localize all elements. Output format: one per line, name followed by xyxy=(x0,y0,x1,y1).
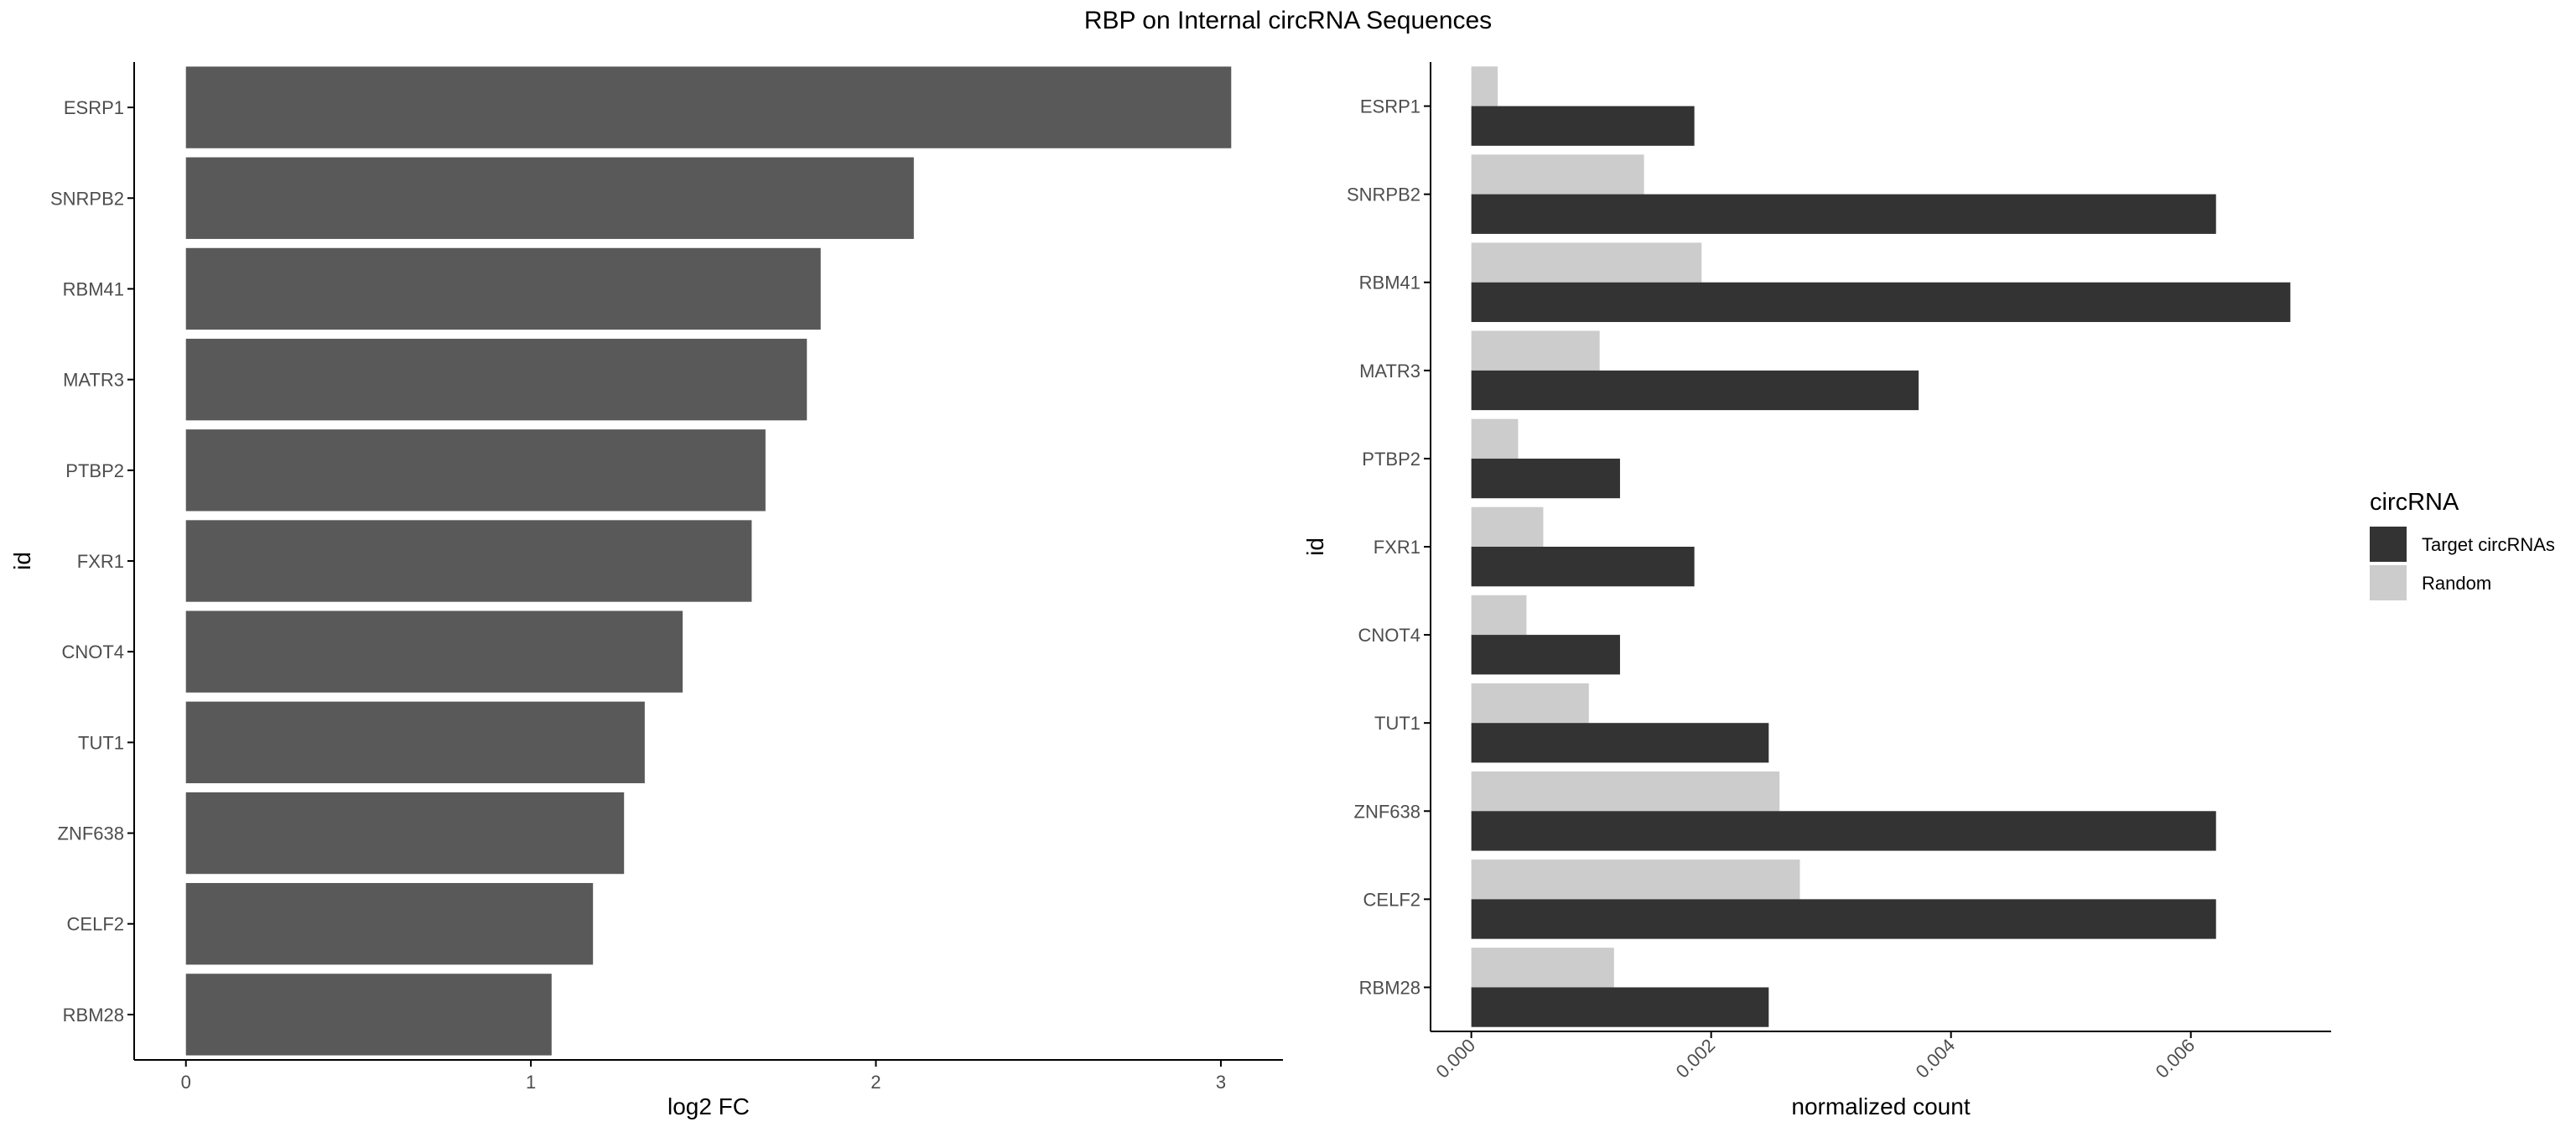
legend-key-target xyxy=(2370,527,2407,562)
bar-target-ptbp2 xyxy=(1471,458,1620,499)
x-tick-label: 0.004 xyxy=(1912,1035,1960,1083)
bar-random-rbm28 xyxy=(1471,948,1614,988)
bar-random-snrpb2 xyxy=(1471,154,1644,195)
y-axis-title: id xyxy=(9,552,35,570)
y-tick-label-znf638: ZNF638 xyxy=(1354,801,1420,822)
y-tick-label-fxr1: FXR1 xyxy=(77,551,124,572)
bar-random-znf638 xyxy=(1471,771,1780,812)
bar-random-matr3 xyxy=(1471,330,1600,371)
x-tick-label: 0.006 xyxy=(2152,1035,2199,1083)
bar-target-znf638 xyxy=(1471,811,2216,851)
y-tick-label-rbm28: RBM28 xyxy=(63,1005,124,1026)
x-tick-label: 0.000 xyxy=(1432,1035,1480,1083)
y-tick-label-rbm41: RBM41 xyxy=(1359,273,1420,293)
legend-key-random xyxy=(2370,565,2407,600)
bar-target-rbm41 xyxy=(1471,282,2291,323)
right-panel: ESRP1 SNRPB2 RBM41 MATR3 PTBP2 FXR1 CNOT4 TUT1 Z… xyxy=(1302,62,2331,1119)
bar-rbm41 xyxy=(185,247,821,330)
bar-random-ptbp2 xyxy=(1471,418,1519,459)
x-axis-title: normalized count xyxy=(1791,1093,1970,1119)
y-tick-label-celf2: CELF2 xyxy=(1363,889,1420,910)
bar-random-tut1 xyxy=(1471,683,1589,724)
y-tick-label-ptbp2: PTBP2 xyxy=(65,460,124,481)
bar-esrp1 xyxy=(185,66,1232,148)
bar-rbm28 xyxy=(185,974,552,1056)
legend-title: circRNA xyxy=(2370,489,2459,516)
bar-snrpb2 xyxy=(185,157,914,239)
left-panel: ESRP1 SNRPB2 RBM41 MATR3 PTBP2 FXR1 CNOT4 TUT1 Z… xyxy=(9,62,1283,1119)
y-tick-label-ptbp2: PTBP2 xyxy=(1362,449,1420,470)
x-tick-label: 2 xyxy=(870,1072,880,1093)
y-tick-label-fxr1: FXR1 xyxy=(1374,537,1420,558)
bar-random-cnot4 xyxy=(1471,595,1527,636)
bar-celf2 xyxy=(185,883,594,965)
y-tick-label-snrpb2: SNRPB2 xyxy=(1347,184,1420,205)
legend-label-random: Random xyxy=(2422,573,2491,594)
bar-target-matr3 xyxy=(1471,370,1919,411)
y-tick-label-cnot4: CNOT4 xyxy=(61,641,124,662)
bar-target-cnot4 xyxy=(1471,635,1620,675)
bar-fxr1 xyxy=(185,520,752,602)
y-tick-label-cnot4: CNOT4 xyxy=(1358,625,1420,646)
y-axis-title: id xyxy=(1302,538,1328,556)
bar-target-rbm28 xyxy=(1471,987,1769,1027)
bar-ptbp2 xyxy=(185,429,766,512)
bar-random-fxr1 xyxy=(1471,506,1544,547)
bar-target-tut1 xyxy=(1471,723,1769,763)
y-tick-label-tut1: TUT1 xyxy=(1374,713,1420,734)
bar-target-celf2 xyxy=(1471,899,2216,939)
y-tick-label-matr3: MATR3 xyxy=(63,370,124,391)
bar-tut1 xyxy=(185,701,645,784)
y-tick-label-esrp1: ESRP1 xyxy=(1360,96,1420,117)
chart-title: RBP on Internal circRNA Sequences xyxy=(1084,7,1492,34)
y-tick-label-rbm41: RBM41 xyxy=(63,278,124,299)
y-tick-label-celf2: CELF2 xyxy=(67,914,124,935)
y-tick-label-matr3: MATR3 xyxy=(1359,361,1420,382)
y-tick-label-esrp1: ESRP1 xyxy=(64,97,124,118)
y-tick-label-rbm28: RBM28 xyxy=(1359,977,1420,998)
bar-random-celf2 xyxy=(1471,860,1800,900)
legend-label-target: Target circRNAs xyxy=(2422,534,2555,555)
y-tick-label-tut1: TUT1 xyxy=(78,732,124,753)
x-tick-label: 1 xyxy=(526,1072,536,1093)
bar-znf638 xyxy=(185,792,625,875)
bar-target-snrpb2 xyxy=(1471,194,2216,234)
bar-target-esrp1 xyxy=(1471,106,1695,146)
bar-random-rbm41 xyxy=(1471,242,1702,283)
y-tick-label-snrpb2: SNRPB2 xyxy=(50,188,124,209)
bar-matr3 xyxy=(185,338,808,421)
bar-random-esrp1 xyxy=(1471,66,1498,106)
bar-cnot4 xyxy=(185,610,683,693)
x-axis-title: log2 FC xyxy=(667,1093,750,1119)
bar-target-fxr1 xyxy=(1471,547,1695,587)
y-tick-label-znf638: ZNF638 xyxy=(58,823,124,844)
legend: circRNA Target circRNAs Random xyxy=(2370,489,2555,600)
x-tick-label: 0.002 xyxy=(1672,1035,1720,1083)
x-tick-label: 3 xyxy=(1216,1072,1226,1093)
x-tick-label: 0 xyxy=(181,1072,191,1093)
